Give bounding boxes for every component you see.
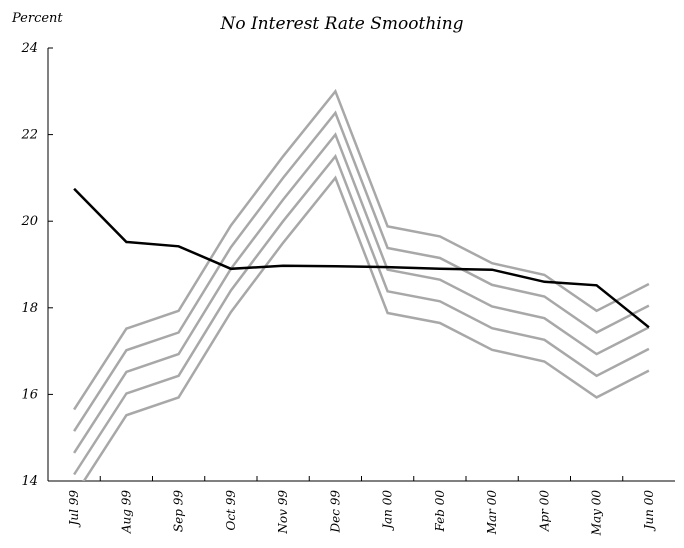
y-axis-label: Percent bbox=[12, 11, 63, 26]
series-line-3 bbox=[73, 132, 650, 454]
x-tick-label: Mar 00 bbox=[485, 490, 499, 536]
x-tick-label: Oct 99 bbox=[224, 490, 238, 531]
x-tick-labels: Jul 99 Aug 99 Sep 99 Oct 99 Nov 99 Dec 99 Jan … bbox=[67, 490, 656, 537]
x-tick-label: Dec 99 bbox=[328, 490, 342, 534]
series-line-1 bbox=[73, 88, 650, 411]
y-tick-label: 18 bbox=[21, 301, 38, 316]
series-line-4 bbox=[73, 153, 650, 476]
series-layer bbox=[73, 88, 650, 481]
y-tick-label: 16 bbox=[21, 387, 38, 402]
x-tick-label: Aug 99 bbox=[119, 490, 133, 535]
x-tick-label: Apr 00 bbox=[537, 490, 551, 533]
x-tick-label: Jun 00 bbox=[642, 490, 656, 533]
x-tick-label: Sep 99 bbox=[172, 490, 186, 532]
x-tick-label: Jul 99 bbox=[67, 490, 81, 529]
y-tick-labels: 14 16 18 20 22 24 bbox=[20, 41, 38, 489]
x-tick-label: Nov 99 bbox=[276, 490, 290, 535]
y-tick-label: 24 bbox=[20, 41, 38, 56]
y-tick-label: 20 bbox=[20, 214, 38, 229]
series-line-2 bbox=[73, 110, 650, 432]
y-tick-label: 22 bbox=[20, 128, 38, 143]
x-tick-label: May 00 bbox=[590, 490, 604, 537]
y-tick-label: 14 bbox=[21, 474, 38, 489]
chart-title: No Interest Rate Smoothing bbox=[220, 14, 464, 34]
x-tick-label: Feb 00 bbox=[433, 490, 447, 533]
series-line-5 bbox=[82, 175, 650, 481]
series-line-main bbox=[73, 187, 650, 329]
x-tick-label: Jan 00 bbox=[381, 490, 395, 532]
axes bbox=[47, 47, 675, 482]
